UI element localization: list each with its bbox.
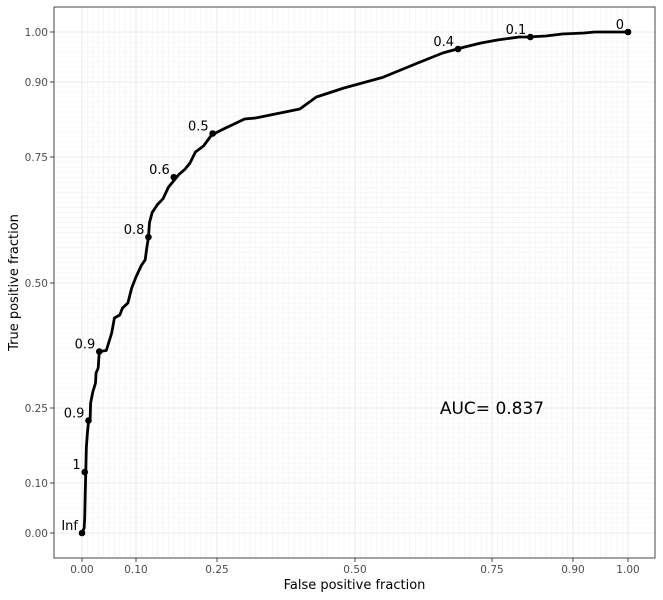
x-tick-label: 0.90 [561,564,584,576]
threshold-label: 0.6 [149,163,170,178]
threshold-point [85,417,92,424]
y-tick-label: 0.50 [25,278,48,290]
threshold-point [209,130,216,137]
threshold-label: 1 [72,458,80,473]
y-tick-label: 1.00 [25,27,48,39]
threshold-label: 0.9 [75,338,96,353]
threshold-point [95,348,103,355]
y-tick-label: 0.10 [25,478,48,490]
threshold-point [170,173,178,181]
x-tick-label: 0.75 [480,564,503,576]
x-tick-label: 1.00 [616,564,639,576]
threshold-point [527,33,534,41]
threshold-point [78,529,86,537]
y-tick-label: 0.25 [25,403,48,415]
x-tick-label: 0.00 [70,564,93,576]
threshold-point [145,233,152,241]
x-axis-title: False positive fraction [284,578,426,593]
threshold-point-layer [78,28,632,537]
x-tick-label: 0.25 [205,564,228,576]
threshold-point [81,468,88,476]
roc-curve-layer [80,30,630,535]
threshold-point [624,28,632,36]
panel-border [53,6,656,559]
y-tick-label: 0.75 [25,152,48,164]
threshold-label: 0.4 [433,35,454,50]
roc-curve-line [80,30,630,535]
threshold-point [454,45,462,53]
threshold-label: 0.8 [124,223,145,238]
y-tick-label: 0.90 [25,77,48,89]
y-tick-label: 0.00 [25,528,48,540]
y-axis-title: True positive fraction [7,214,22,352]
x-tick-label: 0.10 [124,564,147,576]
threshold-label: 0.9 [64,407,85,422]
threshold-label: 0 [616,18,624,33]
threshold-label: 0.5 [188,120,209,135]
x-tick-label: 0.50 [343,564,366,576]
threshold-label-layer: Inf 1 0.9 0.9 0.8 0.6 0.5 0.4 0.1 0 [61,18,624,534]
threshold-label: Inf [61,519,78,534]
axis-layer: 0.00 0.10 0.25 0.50 0.75 0.90 1.00 0.00 0.10 0.25… [25,27,640,576]
panel-border-layer [53,6,656,559]
auc-annotation: AUC= 0.837 [440,399,544,419]
grid-layer [54,7,655,558]
threshold-label: 0.1 [506,23,527,38]
